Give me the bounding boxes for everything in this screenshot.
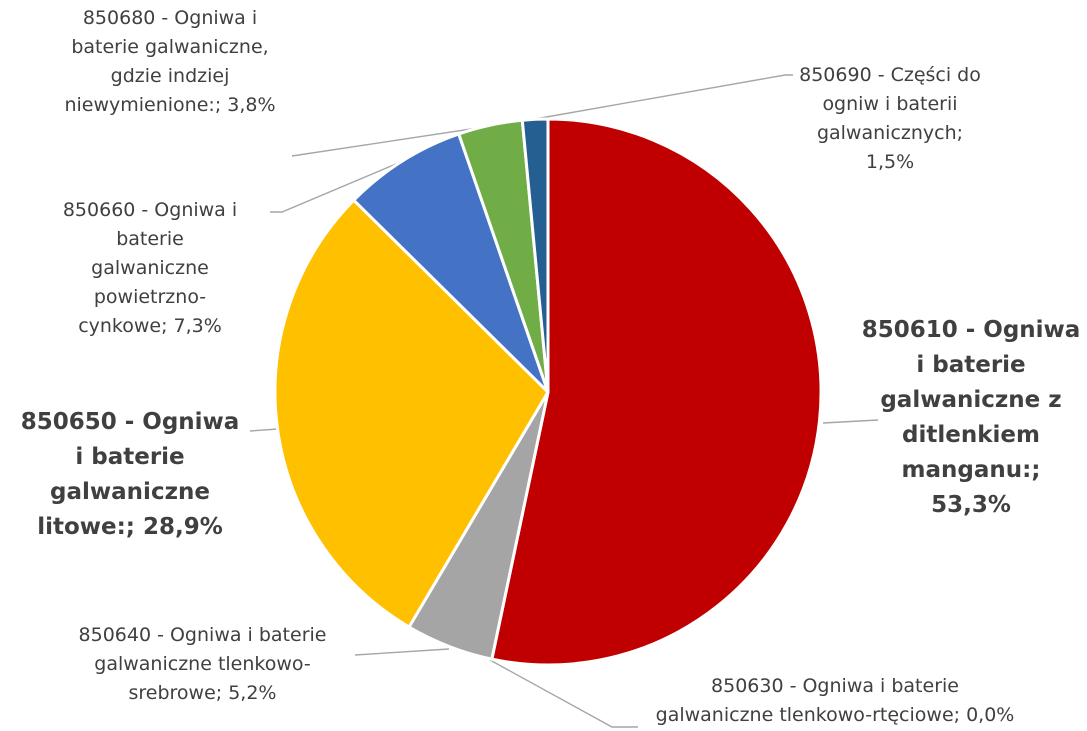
label-850680: 850680 - Ogniwa i baterie galwaniczne, g…: [64, 7, 276, 116]
label-850690: 850690 - Części do ogniw i baterii galwa…: [799, 64, 981, 173]
label-850640: 850640 - Ogniwa i baterie galwaniczne tl…: [78, 624, 327, 704]
pie-slice-850660: [352, 132, 550, 394]
leader-line-850680: [291, 126, 485, 157]
leader-line-850660: [270, 160, 404, 213]
leader-line-850650: [249, 428, 279, 432]
pie-slice-850610: [490, 117, 823, 667]
label-850650: 850650 - Ogniwa i baterie galwaniczne li…: [20, 409, 240, 540]
label-850610: 850610 - Ogniwa i baterie galwaniczne z …: [861, 317, 1081, 518]
label-850660: 850660 - Ogniwa i baterie galwaniczne po…: [62, 199, 238, 337]
leader-line-850640: [354, 648, 450, 656]
pie-slice-850690: [520, 117, 550, 394]
leader-line-850630: [489, 659, 638, 728]
pie-slice-850650: [273, 198, 550, 629]
leader-line-850610: [822, 419, 879, 424]
leader-line-850690: [534, 74, 793, 120]
label-850630: 850630 - Ogniwa i baterie galwaniczne tl…: [655, 675, 1015, 726]
